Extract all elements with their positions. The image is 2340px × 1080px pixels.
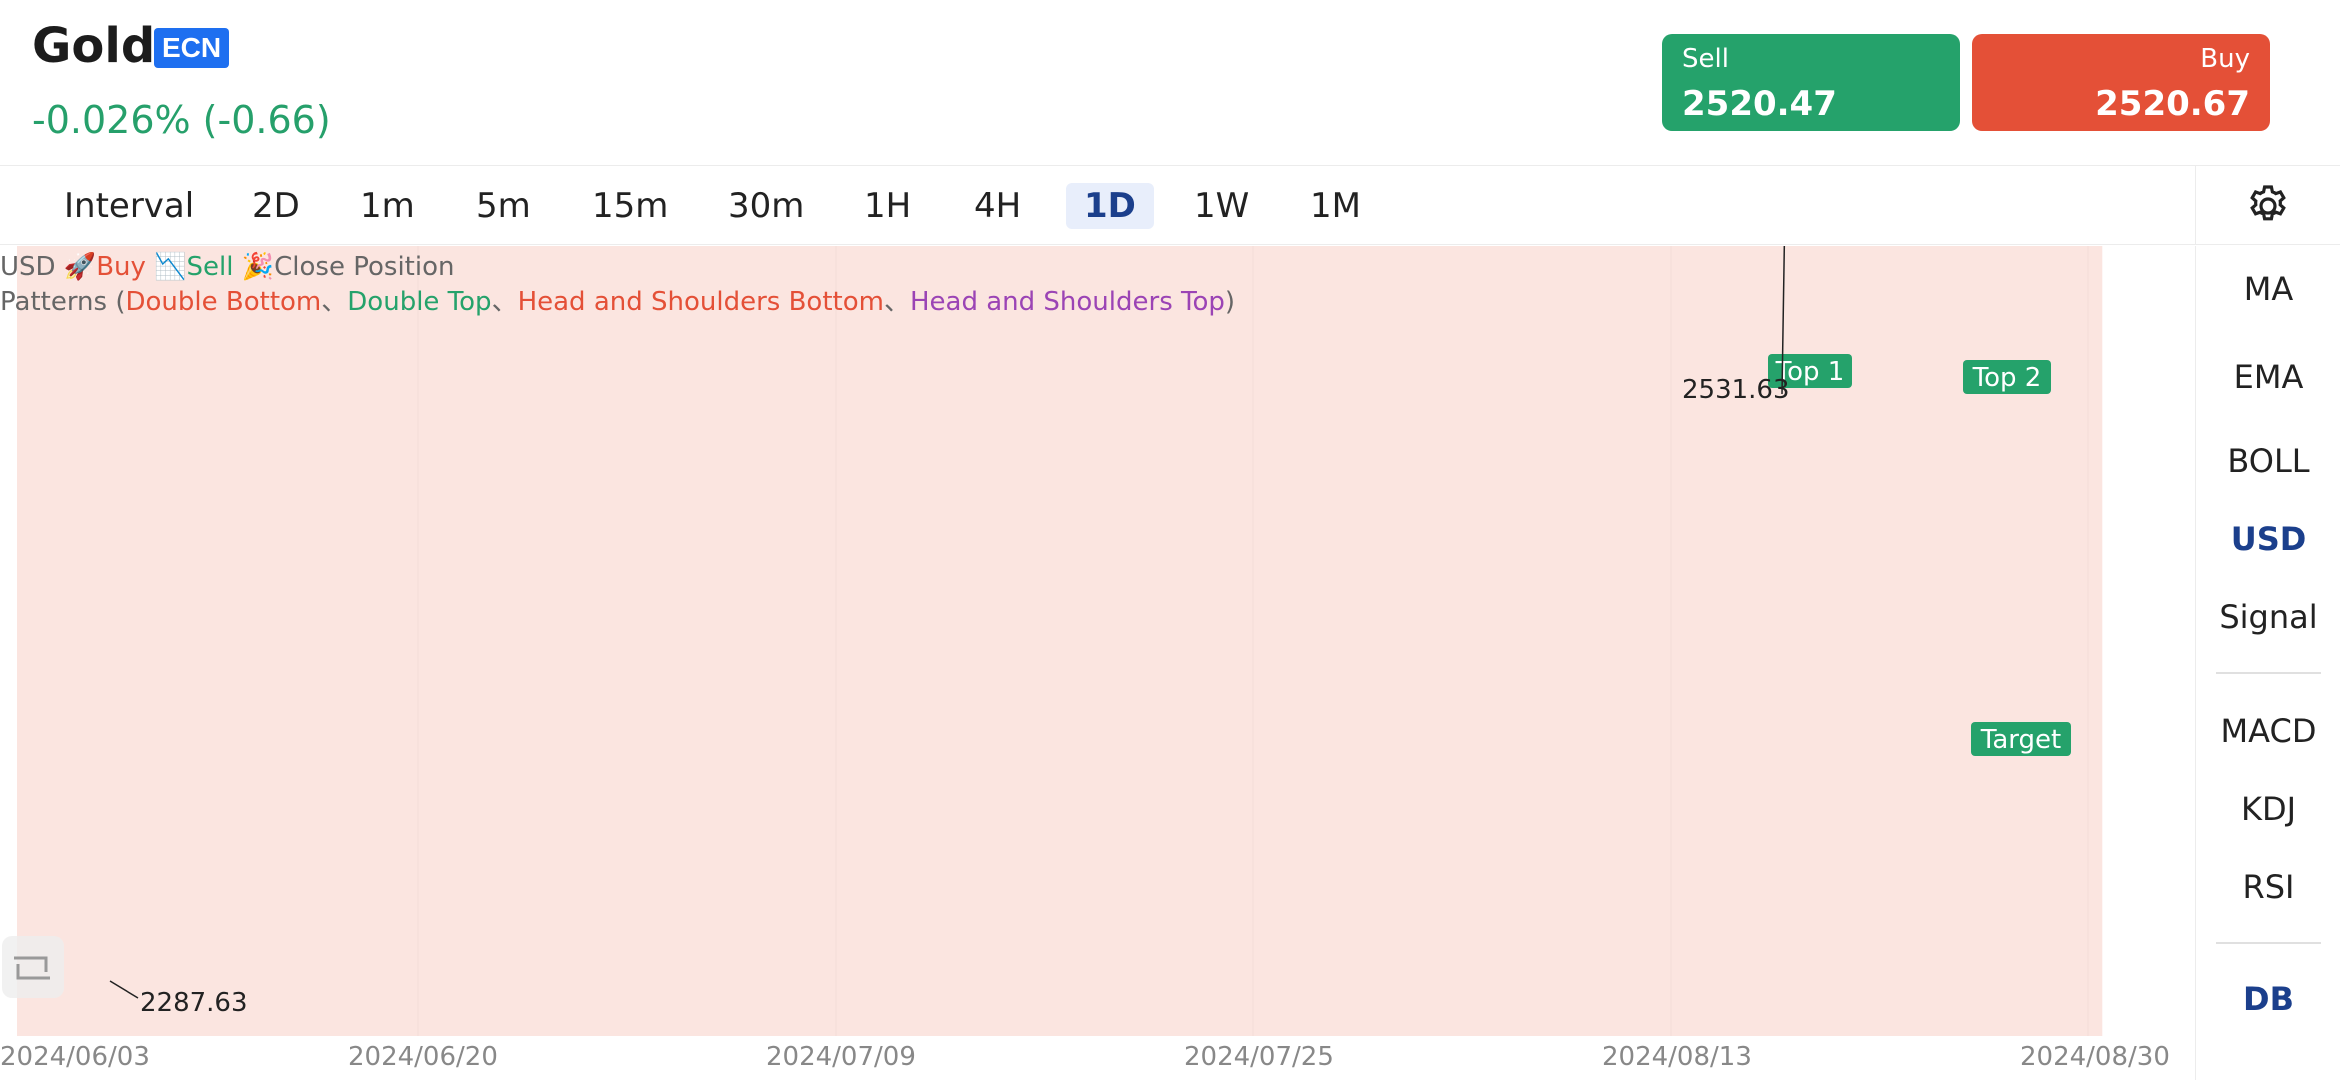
long-term-area — [17, 246, 2103, 1036]
rocket-icon: 🚀 — [63, 252, 97, 282]
x-axis-label: 2024/06/03 — [0, 1042, 150, 1072]
sell-price: 2520.47 — [1682, 84, 1837, 124]
indicator-ma[interactable]: MA — [2243, 270, 2294, 308]
instrument-title: Gold — [32, 18, 156, 74]
pattern-sep: 、 — [883, 287, 910, 317]
interval-1h[interactable]: 1H — [864, 186, 912, 226]
top1-tag: Top 1 — [1768, 354, 1852, 388]
gear-icon — [2250, 185, 2286, 221]
low-pointer — [109, 980, 139, 999]
indicator-rsi[interactable]: RSI — [2242, 868, 2295, 906]
pattern-double-top: Double Top — [347, 287, 492, 317]
low-label: 2287.63 — [140, 988, 248, 1018]
indicator-usd[interactable]: USD — [2230, 520, 2307, 558]
header: Gold ECN -0.026% (-0.66) Sell 2520.47 Bu… — [0, 0, 2340, 164]
party-icon: 🎉 — [241, 252, 275, 282]
target-tag-text: Target — [1980, 725, 2061, 755]
legend-sell: Sell — [186, 252, 234, 282]
indicator-sidebar: MA EMA BOLL USD Signal MACD KDJ RSI DB — [2195, 246, 2340, 1080]
legend-close: Close Position — [274, 252, 455, 282]
x-axis-label: 2024/07/25 — [1184, 1042, 1334, 1072]
top1-tag-text: Top 1 — [1775, 357, 1845, 387]
indicator-signal[interactable]: Signal — [2219, 598, 2318, 636]
buy-price: 2520.67 — [2095, 84, 2250, 124]
refresh-icon — [14, 956, 50, 980]
pattern-legend: Patterns (Double Bottom、Double Top、Head … — [0, 281, 1235, 318]
x-axis-label: 2024/08/13 — [1602, 1042, 1752, 1072]
reset-view-bg[interactable] — [2, 936, 64, 998]
buy-label: Buy — [2200, 44, 2250, 74]
pattern-sep: 、 — [321, 287, 348, 317]
indicator-boll[interactable]: BOLL — [2227, 442, 2310, 480]
interval-30m[interactable]: 30m — [728, 186, 805, 226]
interval-15m[interactable]: 15m — [592, 186, 669, 226]
buy-button[interactable]: Buy 2520.67 — [1972, 34, 2270, 131]
interval-toolbar: Interval 2D 1m 5m 15m 30m 1H 4H 1D 1W 1M — [0, 165, 2195, 245]
interval-1m[interactable]: 1m — [360, 186, 415, 226]
top2-tag-bg — [1963, 360, 2051, 394]
pattern-hs-bottom: Head and Shoulders Bottom — [517, 287, 884, 317]
x-axis-label: 2024/06/20 — [348, 1042, 498, 1072]
legend-buy: Buy — [96, 252, 146, 282]
pattern-prefix: Patterns ( — [0, 287, 126, 317]
chart-down-icon: 📉 — [154, 252, 187, 282]
sidebar-divider — [2216, 942, 2321, 944]
indicator-macd[interactable]: MACD — [2220, 712, 2317, 750]
signal-legend: USD 🚀Buy 📉Sell 🎉Close Position — [0, 252, 454, 282]
pattern-sep: 、 — [491, 287, 518, 317]
sidebar-divider — [2216, 672, 2321, 674]
pattern-hs-top: Head and Shoulders Top — [909, 287, 1225, 317]
indicator-ema[interactable]: EMA — [2233, 358, 2304, 396]
ecn-badge: ECN — [154, 28, 230, 68]
high-label: 2531.63 — [1682, 375, 1790, 405]
indicator-kdj[interactable]: KDJ — [2240, 790, 2297, 828]
x-axis-label: 2024/07/09 — [766, 1042, 916, 1072]
target-tag: Target — [1971, 722, 2071, 756]
legend-currency: USD — [0, 252, 56, 282]
indicator-db[interactable]: DB — [2243, 980, 2294, 1018]
interval-2d[interactable]: 2D — [252, 186, 300, 226]
interval-1w[interactable]: 1W — [1194, 186, 1250, 226]
interval-label[interactable]: Interval — [64, 186, 195, 226]
reset-view-button[interactable] — [2, 936, 64, 998]
top1-tag-bg — [1768, 354, 1852, 388]
target-tag-bg — [1971, 722, 2071, 756]
settings-button[interactable] — [2195, 165, 2340, 245]
interval-1d[interactable]: 1D — [1066, 183, 1154, 229]
sell-button[interactable]: Sell 2520.47 — [1662, 34, 1960, 131]
interval-4h[interactable]: 4H — [974, 186, 1022, 226]
pattern-double-bottom: Double Bottom — [125, 287, 322, 317]
interval-5m[interactable]: 5m — [476, 186, 531, 226]
price-change: -0.026% (-0.66) — [32, 98, 331, 142]
pattern-suffix: ) — [1224, 287, 1236, 317]
top2-tag: Top 2 — [1963, 360, 2051, 394]
interval-1mo[interactable]: 1M — [1310, 186, 1361, 226]
x-axis-label: 2024/08/30 — [2020, 1042, 2170, 1072]
top2-tag-text: Top 2 — [1972, 363, 2042, 393]
sell-label: Sell — [1682, 44, 1729, 74]
